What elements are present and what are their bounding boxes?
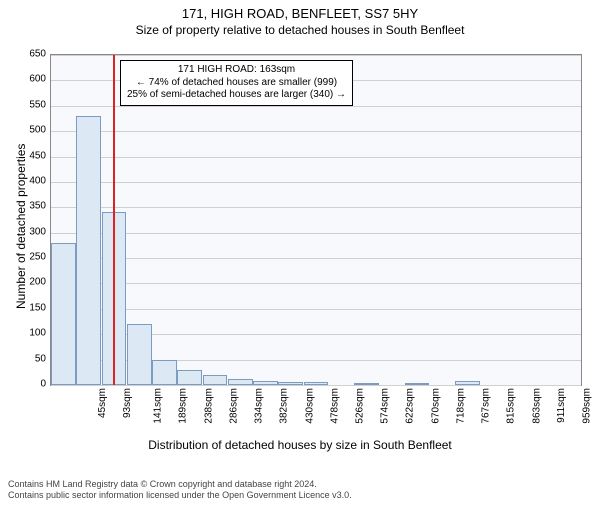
gridline <box>51 106 581 107</box>
chart-subtitle: Size of property relative to detached ho… <box>0 23 600 37</box>
gridline <box>51 258 581 259</box>
x-tick-label: 478sqm <box>329 388 340 424</box>
y-tick-label: 100 <box>0 328 46 339</box>
x-tick-label: 238sqm <box>203 388 214 424</box>
footer: Contains HM Land Registry data © Crown c… <box>8 479 352 502</box>
x-tick-label: 286sqm <box>228 388 239 424</box>
x-axis-label: Distribution of detached houses by size … <box>0 438 600 452</box>
gridline <box>51 182 581 183</box>
x-tick-label: 863sqm <box>531 388 542 424</box>
annotation-box: 171 HIGH ROAD: 163sqm ← 74% of detached … <box>120 60 353 106</box>
histogram-bar <box>304 382 329 385</box>
y-tick-label: 550 <box>0 99 46 110</box>
annotation-line3: 25% of semi-detached houses are larger (… <box>127 89 346 102</box>
histogram-bar <box>253 381 278 385</box>
annotation-line1: 171 HIGH ROAD: 163sqm <box>127 64 346 77</box>
histogram-bar <box>278 382 303 385</box>
y-tick-label: 450 <box>0 150 46 161</box>
histogram-bar <box>127 324 152 385</box>
y-tick-label: 0 <box>0 379 46 390</box>
x-tick-label: 911sqm <box>556 388 567 423</box>
reference-line <box>113 55 115 385</box>
x-tick-label: 189sqm <box>178 388 189 424</box>
y-tick-label: 500 <box>0 125 46 136</box>
histogram-bar <box>228 379 253 385</box>
x-tick-label: 334sqm <box>254 388 265 424</box>
x-tick-label: 382sqm <box>279 388 290 424</box>
annotation-line2: ← 74% of detached houses are smaller (99… <box>127 77 346 90</box>
chart-title: 171, HIGH ROAD, BENFLEET, SS7 5HY <box>0 6 600 21</box>
x-tick-label: 93sqm <box>122 388 133 418</box>
y-tick-label: 600 <box>0 74 46 85</box>
histogram-bar <box>354 383 379 385</box>
footer-line2: Contains public sector information licen… <box>8 490 352 502</box>
x-tick-label: 141sqm <box>153 388 164 424</box>
y-tick-label: 350 <box>0 201 46 212</box>
histogram-bar <box>405 383 430 385</box>
x-tick-label: 430sqm <box>304 388 315 424</box>
x-tick-label: 959sqm <box>582 388 593 424</box>
gridline <box>51 131 581 132</box>
x-tick-label: 526sqm <box>355 388 366 424</box>
gridline <box>51 233 581 234</box>
x-tick-label: 767sqm <box>481 388 492 424</box>
x-tick-label: 574sqm <box>380 388 391 424</box>
gridline <box>51 55 581 56</box>
y-tick-label: 400 <box>0 175 46 186</box>
histogram-bar <box>455 381 480 385</box>
y-tick-label: 650 <box>0 49 46 60</box>
y-tick-label: 200 <box>0 277 46 288</box>
y-tick-label: 300 <box>0 226 46 237</box>
x-tick-label: 45sqm <box>97 388 108 418</box>
gridline <box>51 283 581 284</box>
chart-container: 171, HIGH ROAD, BENFLEET, SS7 5HY Size o… <box>0 6 600 506</box>
histogram-bar <box>177 370 202 385</box>
y-tick-label: 150 <box>0 302 46 313</box>
footer-line1: Contains HM Land Registry data © Crown c… <box>8 479 352 491</box>
histogram-bar <box>152 360 177 385</box>
gridline <box>51 309 581 310</box>
x-tick-label: 670sqm <box>430 388 441 424</box>
x-tick-label: 622sqm <box>405 388 416 424</box>
gridline <box>51 157 581 158</box>
gridline <box>51 207 581 208</box>
y-tick-label: 250 <box>0 252 46 263</box>
histogram-bar <box>76 116 101 385</box>
x-tick-label: 718sqm <box>456 388 467 424</box>
gridline <box>51 385 581 386</box>
x-tick-label: 815sqm <box>506 388 517 424</box>
histogram-bar <box>51 243 76 385</box>
histogram-bar <box>203 375 228 385</box>
y-tick-label: 50 <box>0 353 46 364</box>
